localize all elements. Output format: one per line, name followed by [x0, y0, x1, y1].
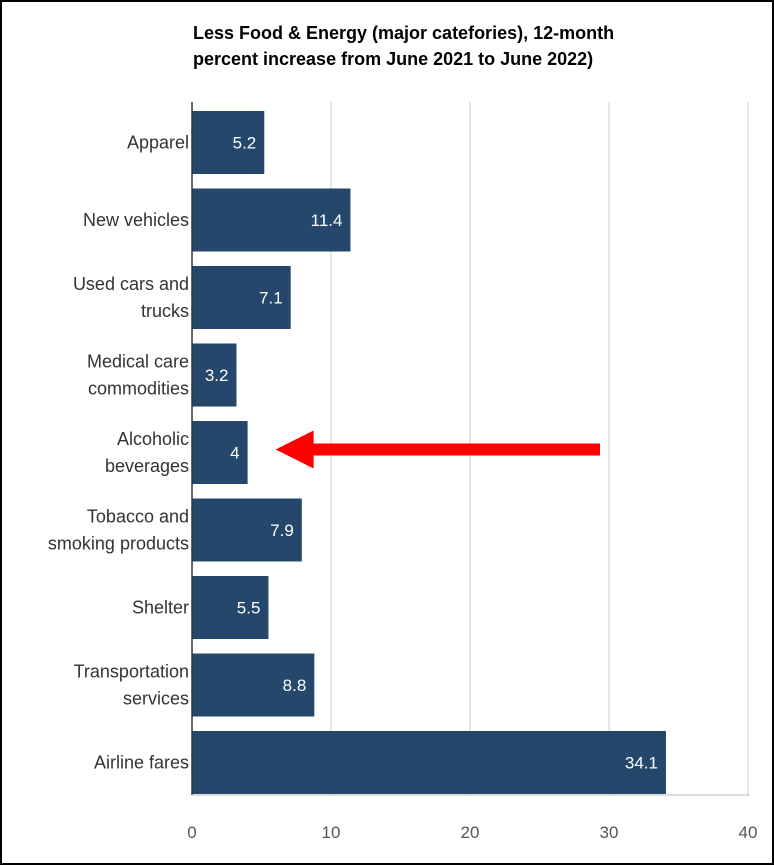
- category-label: Medical care: [87, 352, 189, 372]
- bar-3: [192, 343, 237, 407]
- bar-5: [192, 498, 302, 562]
- bar-7: [192, 653, 315, 717]
- category-label: smoking products: [48, 534, 189, 554]
- bar-8: [192, 731, 666, 794]
- category-label: Alcoholic: [117, 429, 189, 449]
- chart-title-line-1: Less Food & Energy (major catefories), 1…: [193, 23, 615, 43]
- x-tick-label: 30: [600, 823, 619, 842]
- x-tick-label: 20: [461, 823, 480, 842]
- bar-0: [192, 111, 265, 174]
- category-label: Shelter: [132, 598, 189, 618]
- data-label: 8.8: [283, 676, 307, 695]
- bar-4: [192, 421, 248, 484]
- bar-2: [192, 266, 291, 329]
- category-label: trucks: [141, 301, 189, 321]
- category-label: Tobacco and: [87, 507, 189, 527]
- arrow-head: [275, 430, 314, 469]
- bar-1: [192, 188, 351, 252]
- data-label: 4: [230, 444, 239, 463]
- x-tick-label: 40: [739, 823, 758, 842]
- data-label: 5.5: [237, 599, 261, 618]
- category-label: Airline fares: [94, 753, 189, 773]
- x-tick-label: 0: [187, 823, 196, 842]
- data-label: 11.4: [311, 211, 343, 230]
- chart-title-line-2: percent increase from June 2021 to June …: [193, 49, 594, 69]
- data-label: 7.9: [270, 521, 294, 540]
- data-label: 7.1: [259, 289, 283, 308]
- data-label: 3.2: [205, 366, 229, 385]
- category-label: commodities: [88, 379, 189, 399]
- bar-6: [192, 576, 269, 639]
- data-label: 34.1: [625, 754, 658, 773]
- category-label: Transportation: [74, 662, 189, 682]
- data-label: 5.2: [233, 134, 257, 153]
- category-label: New vehicles: [83, 210, 189, 230]
- x-tick-label: 10: [322, 823, 341, 842]
- category-label: Apparel: [127, 133, 189, 153]
- chart-title: Less Food & Energy (major catefories), 1…: [193, 20, 753, 72]
- category-label: beverages: [105, 456, 189, 476]
- arrow-shaft: [311, 443, 600, 456]
- category-label: services: [123, 689, 189, 709]
- category-label: Used cars and: [73, 274, 189, 294]
